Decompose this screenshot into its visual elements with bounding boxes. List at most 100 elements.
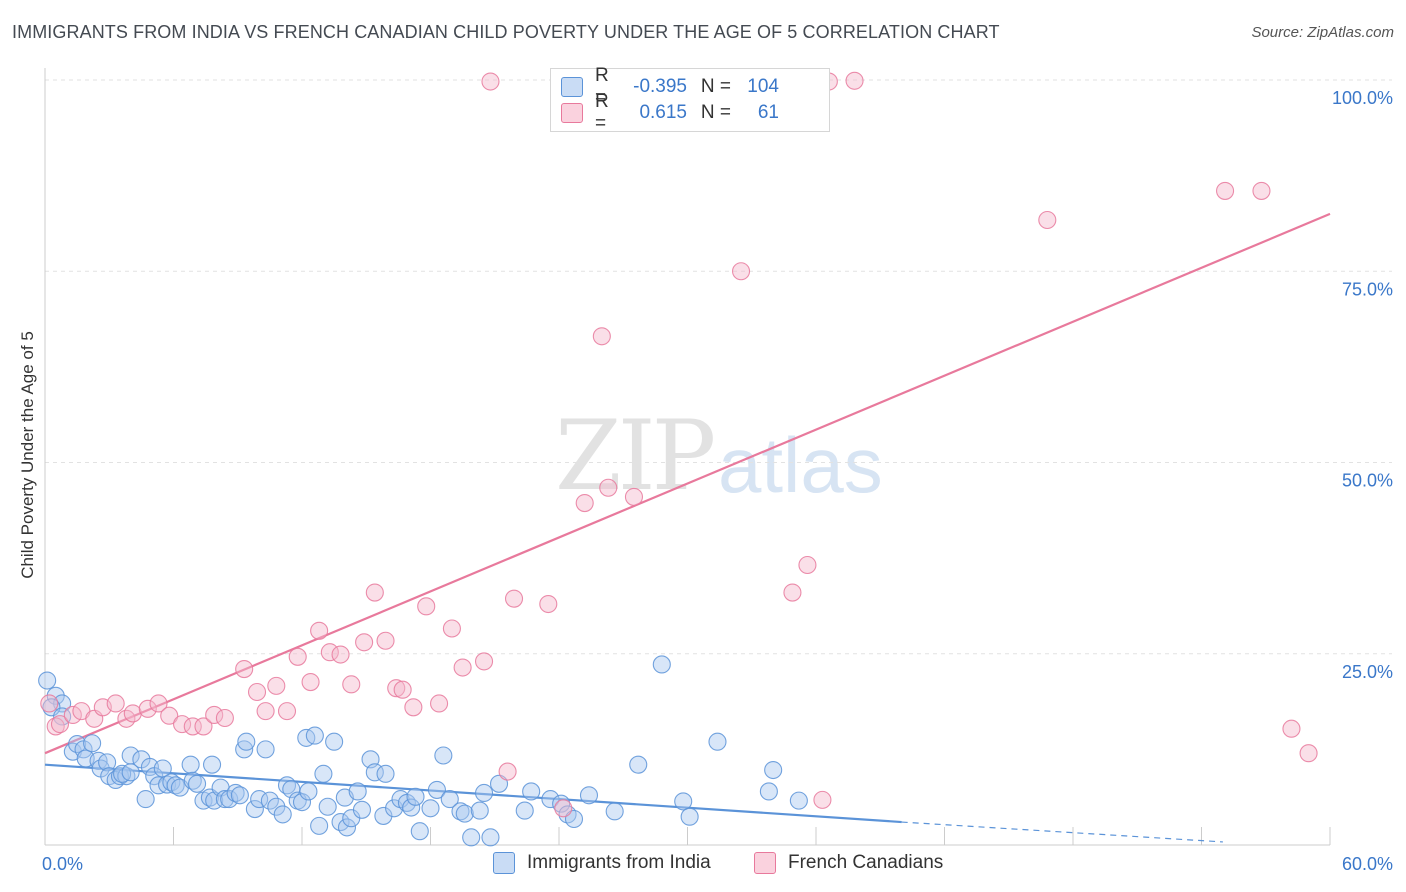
data-point	[393, 680, 412, 699]
data-point	[564, 809, 584, 829]
data-point	[138, 699, 157, 718]
data-point	[1216, 181, 1235, 200]
data-point	[552, 794, 571, 813]
bottom-legend-french[interactable]: French Canadians	[754, 852, 943, 874]
data-point	[136, 790, 155, 809]
data-point	[376, 631, 395, 650]
data-point	[256, 740, 275, 759]
data-point	[245, 799, 264, 819]
data-point	[504, 589, 524, 608]
data-point	[320, 643, 339, 662]
bottom-legend-india[interactable]: Immigrants from India	[493, 852, 711, 874]
data-point	[539, 594, 558, 614]
data-point	[342, 675, 361, 694]
data-point	[374, 806, 393, 825]
data-point	[98, 753, 117, 772]
data-point	[256, 702, 275, 721]
y-tick-label: 50.0%	[1342, 471, 1393, 491]
data-point	[541, 790, 560, 809]
legend-swatch-french	[561, 103, 583, 123]
data-point	[273, 805, 292, 824]
data-point	[149, 694, 168, 713]
data-point	[680, 807, 699, 826]
data-point	[498, 762, 517, 781]
data-point	[474, 652, 494, 671]
legend-n-label: N =	[700, 102, 731, 123]
bottom-legend-label-french: French Canadians	[788, 852, 944, 873]
data-point	[421, 799, 440, 818]
data-point	[1282, 719, 1301, 738]
data-point	[1299, 744, 1318, 763]
watermark-zip: ZIP	[555, 400, 716, 512]
legend-r-value: 0.615	[639, 102, 687, 123]
chart-title: IMMIGRANTS FROM INDIA VS FRENCH CANADIAN…	[12, 22, 1000, 42]
trendline-extension	[901, 821, 1223, 843]
x-tick-label: 60.0%	[1342, 854, 1393, 874]
data-point	[267, 797, 286, 816]
data-point	[205, 705, 224, 725]
data-point	[481, 72, 500, 91]
data-point	[406, 787, 425, 806]
data-point	[470, 801, 489, 820]
data-point	[247, 682, 267, 702]
data-point	[489, 774, 509, 793]
data-point	[40, 694, 59, 713]
data-point	[579, 786, 599, 805]
data-point	[310, 816, 329, 835]
data-point	[110, 767, 130, 786]
data-point	[237, 732, 256, 751]
legend: R = -0.395 N = 104 R = 0.615 N = 61	[550, 65, 830, 134]
data-point	[267, 676, 286, 695]
data-point	[325, 732, 344, 751]
data-point	[365, 583, 384, 602]
data-point	[305, 726, 324, 745]
legend-n-label: N =	[700, 76, 731, 97]
data-point	[173, 715, 192, 734]
data-point	[652, 655, 671, 674]
bottom-legend-swatch-india	[493, 852, 515, 874]
data-point	[301, 673, 320, 692]
data-point	[605, 802, 624, 821]
bottom-legend-label-india: Immigrants from India	[527, 852, 711, 873]
data-point	[235, 659, 254, 679]
source-label[interactable]: Source: ZipAtlas.com	[1251, 24, 1394, 41]
data-point	[599, 478, 618, 497]
legend-n-value: 61	[757, 102, 779, 123]
data-point	[299, 782, 318, 801]
legend-row-french: R = 0.615 N = 61	[561, 91, 779, 134]
data-point	[462, 828, 481, 847]
data-point	[731, 262, 751, 281]
data-point	[515, 801, 534, 820]
data-point	[1038, 210, 1057, 230]
data-point	[404, 698, 423, 717]
data-point	[455, 804, 474, 823]
data-point	[554, 799, 573, 818]
data-point	[813, 790, 832, 809]
data-point	[592, 327, 611, 346]
y-tick-label: 100.0%	[1332, 88, 1393, 108]
data-point	[352, 800, 372, 819]
data-point	[522, 782, 541, 801]
data-point	[53, 694, 72, 713]
data-point	[181, 755, 200, 774]
data-point	[440, 790, 459, 809]
data-point	[624, 487, 644, 506]
data-point	[183, 717, 202, 736]
data-point	[188, 774, 207, 793]
data-point	[337, 818, 357, 837]
data-point	[160, 706, 179, 725]
data-point	[798, 555, 817, 575]
data-point	[402, 798, 421, 817]
y-tick-label: 75.0%	[1342, 279, 1393, 299]
data-point	[845, 71, 864, 90]
legend-r-label: R =	[595, 91, 609, 134]
data-point	[83, 734, 102, 753]
legend-r-value: -0.395	[633, 76, 687, 97]
data-point	[674, 792, 693, 811]
data-point	[1252, 181, 1271, 200]
data-point	[453, 658, 472, 677]
data-point	[318, 797, 337, 816]
data-point	[410, 822, 429, 841]
data-point	[417, 597, 436, 616]
